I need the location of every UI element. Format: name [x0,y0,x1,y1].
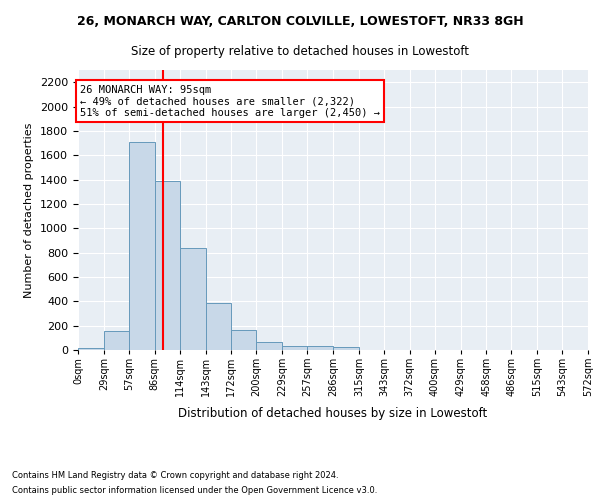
Bar [333,346,359,350]
Bar [205,303,232,350]
Text: Contains public sector information licensed under the Open Government Licence v3: Contains public sector information licen… [12,486,377,495]
Bar [307,346,333,350]
Bar [282,346,307,350]
Text: 26, MONARCH WAY, CARLTON COLVILLE, LOWESTOFT, NR33 8GH: 26, MONARCH WAY, CARLTON COLVILLE, LOWES… [77,15,523,28]
Text: Size of property relative to detached houses in Lowestoft: Size of property relative to detached ho… [131,45,469,58]
Bar [179,248,205,350]
Bar [256,342,282,350]
Bar [232,330,256,350]
Y-axis label: Number of detached properties: Number of detached properties [25,122,34,298]
Bar [104,331,129,350]
Text: Distribution of detached houses by size in Lowestoft: Distribution of detached houses by size … [178,408,488,420]
Text: 26 MONARCH WAY: 95sqm
← 49% of detached houses are smaller (2,322)
51% of semi-d: 26 MONARCH WAY: 95sqm ← 49% of detached … [80,84,380,118]
Bar [155,181,179,350]
Text: Contains HM Land Registry data © Crown copyright and database right 2024.: Contains HM Land Registry data © Crown c… [12,471,338,480]
Bar [78,348,104,350]
Bar [129,142,155,350]
